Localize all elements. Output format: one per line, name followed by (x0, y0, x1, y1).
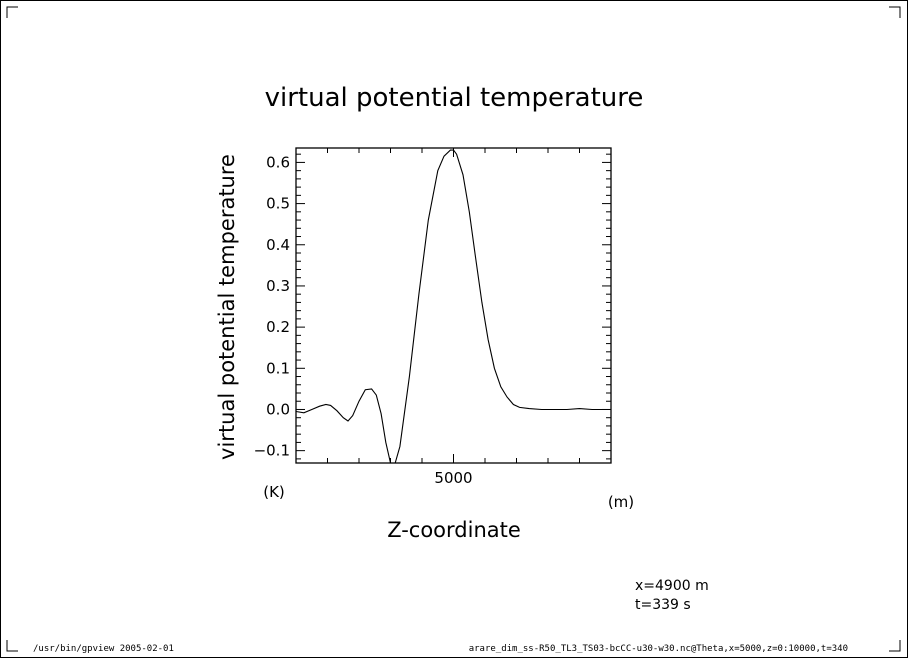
plot-frame (295, 147, 612, 464)
info-x-position: x=4900 m (635, 578, 709, 594)
y-tick-label: 0.2 (266, 318, 290, 336)
y-tick-label: 0.6 (266, 153, 290, 171)
corner-marks (6, 6, 901, 652)
y-tick-label: 0.1 (266, 359, 290, 377)
y-axis-unit: (K) (263, 483, 285, 501)
series-line-0 (296, 149, 611, 463)
x-tick-label: 5000 (434, 469, 472, 487)
y-tick-label: −0.1 (254, 442, 290, 460)
chart-title: virtual potential temperature (265, 83, 644, 113)
x-axis-unit: (m) (608, 493, 634, 511)
plot-area: −0.1 0.0 0.1 0.2 0.3 0.4 0.5 0.6 5000 (254, 147, 612, 487)
info-time: t=339 s (635, 597, 691, 613)
y-tick-label: 0.5 (266, 195, 290, 213)
footer-left: /usr/bin/gpview 2005-02-01 (33, 644, 174, 654)
x-axis-label: Z-coordinate (387, 518, 521, 542)
footer-right: arare_dim_ss-R50_TL3_TS03-bcCC-u30-w30.n… (469, 644, 848, 654)
y-tick-label: 0.3 (266, 277, 290, 295)
y-tick-label: 0.4 (266, 236, 290, 254)
y-axis-label: virtual potential temperature (215, 154, 239, 460)
y-tick-label: 0.0 (266, 400, 290, 418)
